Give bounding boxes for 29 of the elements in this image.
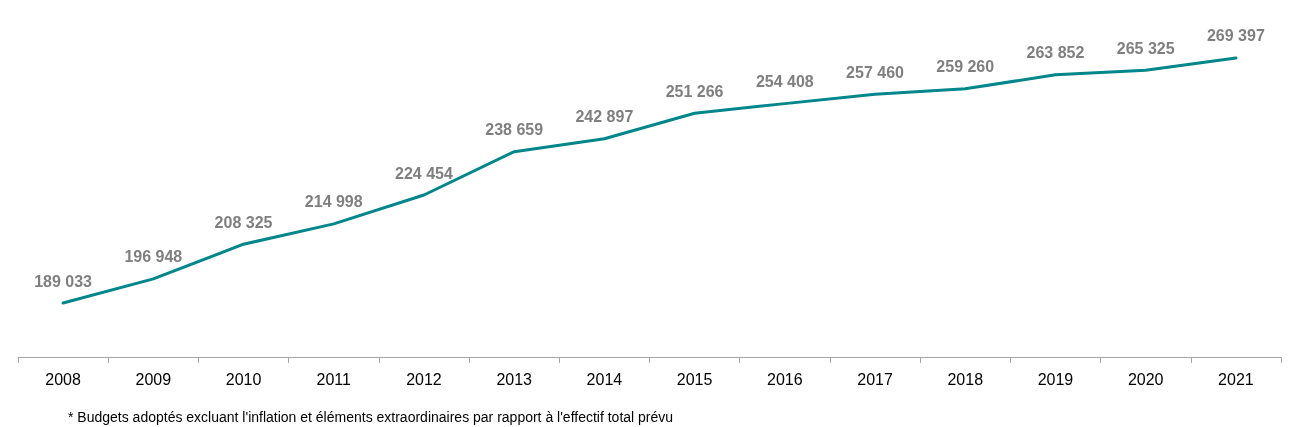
data-label: 269 397 — [1206, 27, 1265, 45]
text: * Budgets adoptés excluant l'inflation et éléments extraordinaires par rapport à l'effectif total prévu — [68, 409, 674, 425]
x-tick-label: 2010 — [225, 370, 262, 388]
x-tick-label: 2012 — [406, 370, 442, 388]
x-tick-label: 2014 — [586, 370, 623, 388]
data-label: 254 408 — [755, 73, 814, 91]
x-tick-label: 2008 — [45, 370, 82, 388]
data-label: 196 948 — [124, 248, 183, 266]
data-label: 265 325 — [1116, 39, 1175, 57]
x-tick-label: 2018 — [947, 370, 984, 388]
x-tick-label: 2021 — [1218, 370, 1254, 388]
data-label: 263 852 — [1026, 44, 1085, 62]
data-label: 224 454 — [395, 164, 453, 182]
x-tick-label: 2013 — [496, 370, 533, 388]
data-label: 242 897 — [575, 108, 634, 126]
x-tick-label: 2011 — [316, 370, 352, 388]
data-label: 189 033 — [34, 272, 93, 290]
data-label: 251 266 — [665, 82, 724, 100]
x-tick-label: 2017 — [857, 370, 893, 388]
data-label: 208 325 — [214, 213, 273, 231]
data-label: 259 260 — [936, 58, 995, 76]
x-tick-label: 2016 — [767, 370, 803, 388]
data-label: 214 998 — [304, 193, 363, 211]
x-tick-label: 2009 — [135, 370, 172, 388]
data-label: 257 460 — [846, 63, 905, 81]
x-tick-label: 2020 — [1127, 370, 1164, 388]
x-tick-label: 2019 — [1037, 370, 1074, 388]
x-tick-label: 2015 — [676, 370, 713, 388]
data-label: 238 659 — [485, 121, 544, 139]
